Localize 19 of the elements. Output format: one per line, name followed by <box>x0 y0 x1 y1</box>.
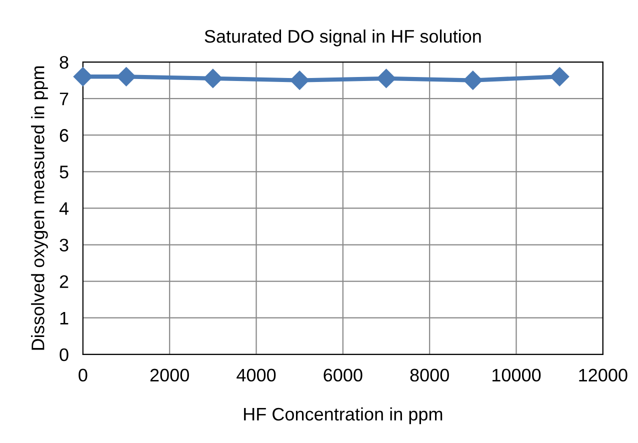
x-tick-label: 8000 <box>410 368 449 382</box>
x-tick-label: 10000 <box>492 368 541 382</box>
y-tick-label: 1 <box>60 312 68 324</box>
y-tick-label: 7 <box>60 92 68 106</box>
y-tick-label: 0 <box>60 348 68 362</box>
x-tick-label: 0 <box>78 368 88 382</box>
x-tick-label: 12000 <box>579 368 628 382</box>
chart-title: Saturated DO signal in HF solution <box>204 29 481 46</box>
y-tick-label: 2 <box>60 275 68 288</box>
y-tick-label: 8 <box>60 56 68 69</box>
y-tick-label: 5 <box>60 166 68 178</box>
y-tick-label: 6 <box>60 129 68 142</box>
x-tick-label: 6000 <box>324 368 362 382</box>
y-tick-label: 3 <box>60 238 68 252</box>
x-axis-title: HF Concentration in ppm <box>244 407 442 424</box>
x-tick-label: 4000 <box>236 368 276 382</box>
x-tick-label: 2000 <box>150 368 189 382</box>
y-axis-title: Dissolved oxygen measured in ppm <box>31 66 48 350</box>
y-tick-label: 4 <box>59 202 69 215</box>
